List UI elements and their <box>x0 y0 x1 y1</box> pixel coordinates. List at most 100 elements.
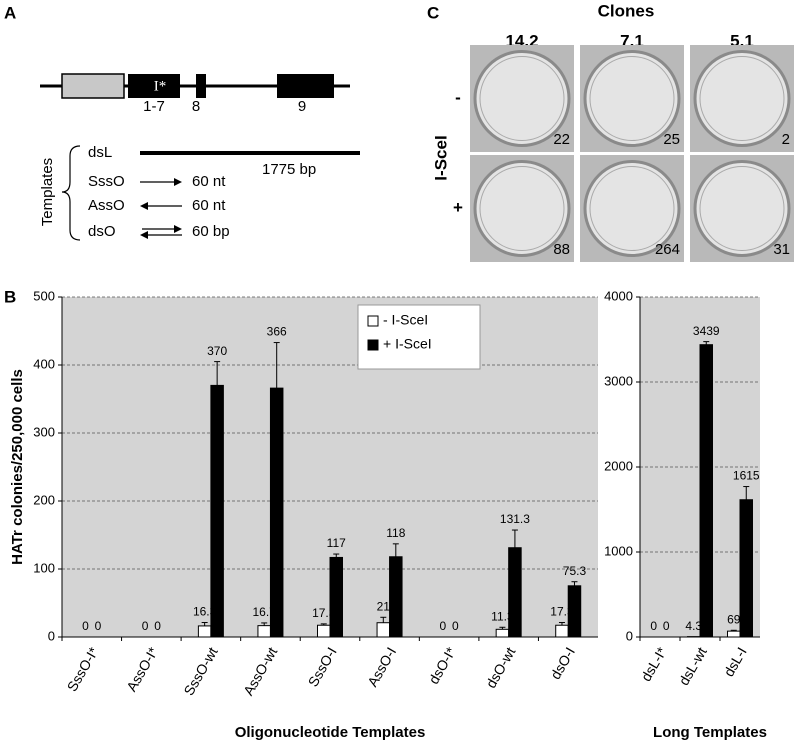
bar <box>555 624 569 638</box>
data-label: 0 <box>663 619 670 633</box>
panel-letter: A <box>4 3 16 22</box>
plate <box>693 50 791 147</box>
data-label: 1615 <box>733 469 760 483</box>
bar <box>508 547 522 638</box>
bar <box>376 622 391 638</box>
bar <box>210 384 224 638</box>
y-tick-label: 500 <box>33 288 55 303</box>
panel-letter: B <box>4 287 16 306</box>
data-label: 0 <box>95 619 102 633</box>
exon-box <box>277 74 334 98</box>
template-name: SssO <box>88 173 125 190</box>
x-tick-label: dsL-I <box>720 644 749 679</box>
panel-letter: C <box>427 3 439 22</box>
plate <box>583 50 681 147</box>
legend-label: - I-SceI <box>383 312 428 328</box>
data-label: 69 <box>727 612 741 626</box>
colony-count: 22 <box>553 131 570 148</box>
bar <box>567 585 582 638</box>
legend-label: + I-SceI <box>383 336 432 352</box>
bar <box>197 625 212 638</box>
data-label: 75.3 <box>563 564 587 578</box>
arrow-head <box>174 225 182 233</box>
colony-count: 25 <box>663 131 680 148</box>
colony-count: 88 <box>553 241 570 258</box>
plate <box>473 50 571 147</box>
y-tick-label: 300 <box>33 424 55 439</box>
template-length: 1775 bp <box>262 161 316 178</box>
plate-rim <box>479 56 565 141</box>
data-label: 0 <box>142 619 149 633</box>
y-tick-label: 400 <box>33 356 55 371</box>
y-tick-label: 200 <box>33 492 55 507</box>
x-tick-label: SssO-I* <box>64 644 102 694</box>
legend-swatch <box>367 339 379 351</box>
brace <box>61 145 81 241</box>
bar <box>495 628 510 638</box>
template-name: dsO <box>88 223 116 240</box>
x-axis-title: Oligonucleotide Templates <box>235 724 426 741</box>
data-label: 0 <box>440 619 447 633</box>
exon-box <box>61 73 125 99</box>
arrow-head <box>140 231 148 239</box>
data-label: 3439 <box>693 324 720 338</box>
data-label: 0 <box>154 619 161 633</box>
row-axis-label: I-SceI <box>431 135 450 180</box>
plate-rim <box>589 56 675 141</box>
y-axis-title: HATr colonies/250,000 cells <box>9 369 26 565</box>
x-axis-title: Long Templates <box>653 724 767 741</box>
y-tick-label: 0 <box>626 628 633 643</box>
data-label: 118 <box>386 526 405 540</box>
y-tick-label: 2000 <box>604 458 633 473</box>
bar <box>269 387 284 638</box>
plate-rim <box>699 166 785 251</box>
legend-swatch <box>367 315 379 327</box>
x-tick-label: dsO-wt <box>482 644 518 690</box>
data-label: 370 <box>207 344 227 358</box>
bar <box>699 344 713 638</box>
colony-count: 2 <box>782 131 790 148</box>
x-tick-label: dsL-wt <box>675 644 710 688</box>
plate <box>473 160 571 257</box>
plate-rim <box>479 166 565 251</box>
exon-label: 1-7 <box>143 98 165 115</box>
colony-count: 31 <box>773 241 790 258</box>
panel-title: Clones <box>598 1 655 20</box>
row-label: - <box>455 88 461 107</box>
exon-box <box>128 74 180 98</box>
data-label: 0 <box>452 619 459 633</box>
exon-box <box>196 74 206 98</box>
template-length: 60 bp <box>192 223 230 240</box>
template-length: 60 nt <box>192 173 226 190</box>
arrow-head <box>140 202 148 210</box>
data-label: 117 <box>327 536 346 550</box>
x-tick-label: AssO-I* <box>123 644 161 694</box>
bar <box>317 624 331 638</box>
x-tick-label: dsO-I* <box>425 644 459 687</box>
bar <box>389 556 403 638</box>
plate-rim <box>589 166 675 251</box>
bar <box>739 499 753 638</box>
y-tick-label: 0 <box>48 628 55 643</box>
x-tick-label: dsO-I <box>547 644 578 682</box>
data-label: 21 <box>377 599 391 613</box>
data-label: 366 <box>267 325 287 339</box>
data-label: 0 <box>650 619 657 633</box>
plate-rim <box>699 56 785 141</box>
template-length: 60 nt <box>192 197 226 214</box>
y-tick-label: 3000 <box>604 373 633 388</box>
plate <box>583 160 681 257</box>
row-label: + <box>453 198 463 217</box>
exon-label: 9 <box>298 98 306 115</box>
x-tick-label: SssO-I <box>305 644 340 689</box>
bar <box>727 630 741 638</box>
colony-count: 264 <box>655 241 680 258</box>
x-tick-label: AssO-wt <box>240 644 280 698</box>
template-name: dsL <box>88 144 112 161</box>
data-label: 131.3 <box>500 512 530 526</box>
y-tick-label: 1000 <box>604 543 633 558</box>
x-tick-label: dsL-I* <box>638 644 670 684</box>
site-label: I* <box>154 78 167 94</box>
exon-label: 8 <box>192 98 200 115</box>
bar <box>329 556 343 638</box>
